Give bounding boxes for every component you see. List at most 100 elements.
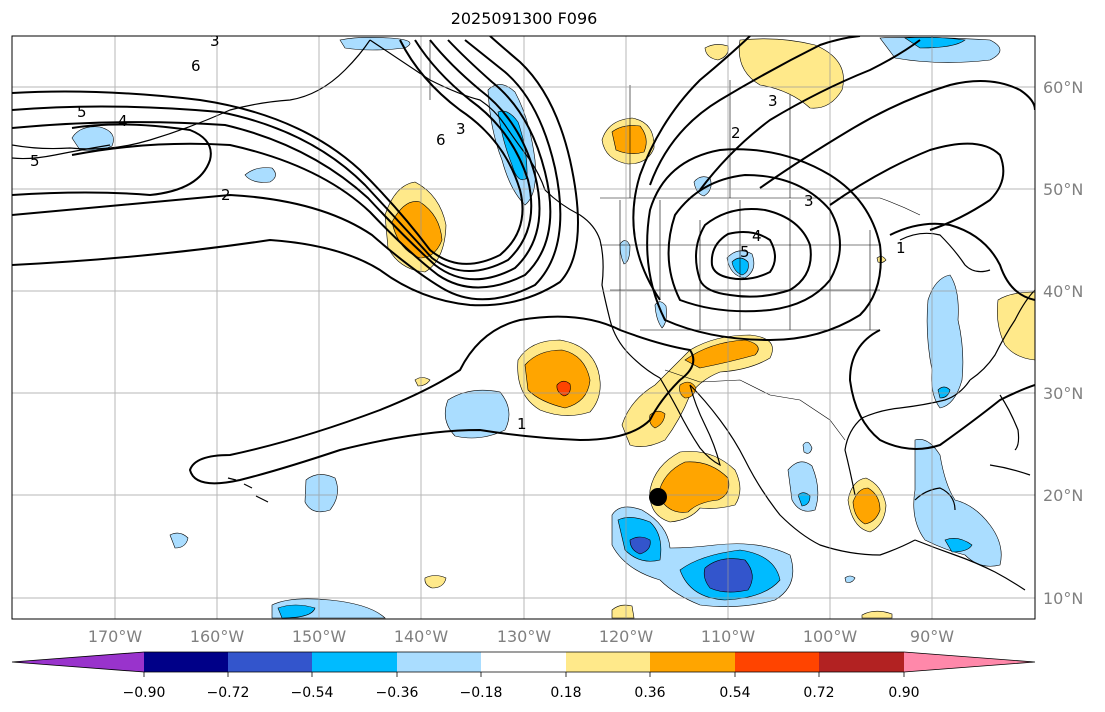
neg-anomaly-blob [629, 536, 651, 555]
graticule [12, 36, 1035, 619]
contour-line [12, 123, 212, 197]
longitude-labels: 170°W 160°W 150°W 140°W 130°W 120°W 110°… [88, 627, 954, 646]
coastline-east [969, 289, 1035, 381]
contour-label: 1 [896, 239, 906, 257]
lat-label: 30°N [1043, 384, 1083, 403]
neg-anomaly-blob [802, 441, 813, 454]
lon-label: 150°W [292, 627, 347, 646]
coastline-alaska [12, 39, 371, 150]
lat-label: 60°N [1043, 78, 1083, 97]
contour-label: 3 [210, 32, 220, 50]
contour-label: 6 [191, 57, 201, 75]
contour-label: 5 [77, 103, 87, 121]
contour-line [646, 148, 882, 342]
coastline-aleutians [12, 144, 111, 160]
colorbar: −0.90 −0.72 −0.54 −0.36 −0.18 0.18 0.36 … [11, 651, 1036, 701]
coastline-cuba [989, 464, 1031, 476]
colorbar-extend-max [904, 652, 1035, 672]
coastline-hawaii [227, 477, 269, 503]
coastline-baja [659, 377, 721, 467]
contour-line [889, 222, 1035, 301]
colorbar-segment [819, 652, 904, 672]
colorbar-segment [650, 652, 735, 672]
neg-anomaly-blob [944, 538, 973, 553]
colorbar-ticks [143, 672, 905, 677]
pos-anomaly-blob [611, 604, 635, 619]
colorbar-tick-label: 0.72 [803, 685, 834, 701]
coastline-gulf-mexico [844, 379, 971, 496]
lon-label: 110°W [701, 627, 756, 646]
coastline-florida [999, 394, 1020, 451]
pos-anomaly-blob [997, 291, 1035, 361]
colorbar-segment [566, 652, 650, 672]
colorbar-extend-min [12, 652, 144, 672]
neg-anomaly-blob [913, 439, 1002, 567]
contour-line [667, 173, 841, 313]
contour-line [848, 329, 1035, 450]
pos-anomaly-blob [611, 125, 647, 154]
border-states-west [619, 200, 871, 330]
neg-anomaly-blob [844, 575, 856, 583]
latitude-labels: 60°N 50°N 40°N 30°N 20°N 10°N [1043, 78, 1083, 608]
contour-label: 2 [221, 186, 231, 204]
contour-line [759, 80, 1035, 189]
colorbar-segment [144, 652, 228, 672]
contour-line [649, 36, 861, 186]
lon-label: 90°W [910, 627, 954, 646]
neg-anomaly-blob [244, 167, 276, 183]
pos-anomaly-blob [704, 44, 729, 61]
coastline-central-america [914, 539, 1026, 591]
contour-label: 5 [30, 152, 40, 170]
colorbar-tick-label: 0.18 [550, 685, 581, 701]
contour-label: 4 [752, 227, 762, 245]
neg-anomaly-blob [787, 461, 819, 512]
map-title: 2025091300 F096 [450, 9, 598, 28]
colorbar-segment [312, 652, 397, 672]
colorbar-tick-label: −0.72 [207, 685, 250, 701]
contour-line [12, 39, 562, 301]
colorbar-segment [481, 652, 566, 672]
lat-label: 50°N [1043, 180, 1083, 199]
lon-label: 130°W [497, 627, 552, 646]
lat-label: 40°N [1043, 282, 1083, 301]
contour-line [632, 36, 751, 301]
contour-label: 3 [804, 192, 814, 210]
contour-line [829, 142, 1005, 231]
political-borders [429, 40, 921, 441]
pos-anomaly-blob [684, 339, 759, 369]
contour-line [695, 208, 812, 298]
neg-anomaly-blob [444, 389, 510, 439]
colorbar-segment [228, 652, 312, 672]
contour-label: 3 [456, 120, 466, 138]
contour-label: 4 [118, 112, 128, 130]
contour-labels: 5 4 6 3 5 2 6 3 2 3 3 4 5 1 1 [30, 32, 906, 433]
contour-line [699, 39, 921, 191]
pos-anomaly-blob [391, 201, 443, 259]
lon-label: 170°W [88, 627, 143, 646]
colorbar-tick-label: 0.54 [719, 685, 750, 701]
neg-anomaly-blob [169, 532, 189, 549]
contour-line [12, 39, 524, 265]
lat-label: 10°N [1043, 589, 1083, 608]
contour-label: 6 [436, 131, 446, 149]
coastline-pacific-nw [544, 189, 661, 379]
colorbar-tick-label: −0.36 [376, 685, 419, 701]
contour-line [12, 36, 579, 307]
contour-line [12, 39, 541, 281]
colorbar-tick-label: −0.90 [123, 685, 166, 701]
contour-line [12, 39, 533, 272]
pos-anomaly-blob [852, 487, 881, 525]
contour-label: 2 [731, 124, 741, 142]
pos-anomaly-blob [861, 610, 893, 619]
colorbar-tick-label: 0.36 [634, 685, 665, 701]
colorbar-tick-label: −0.18 [460, 685, 503, 701]
coastline-mexico-west [689, 384, 916, 556]
contour-label: 1 [517, 415, 527, 433]
map-frame [11, 35, 1036, 620]
colorbar-segment [397, 652, 481, 672]
height-contours [12, 36, 1035, 485]
contour-line [188, 315, 695, 485]
coastline-great-lakes [899, 232, 991, 273]
contour-label: 5 [740, 243, 750, 261]
neg-anomaly-blob [797, 492, 811, 507]
